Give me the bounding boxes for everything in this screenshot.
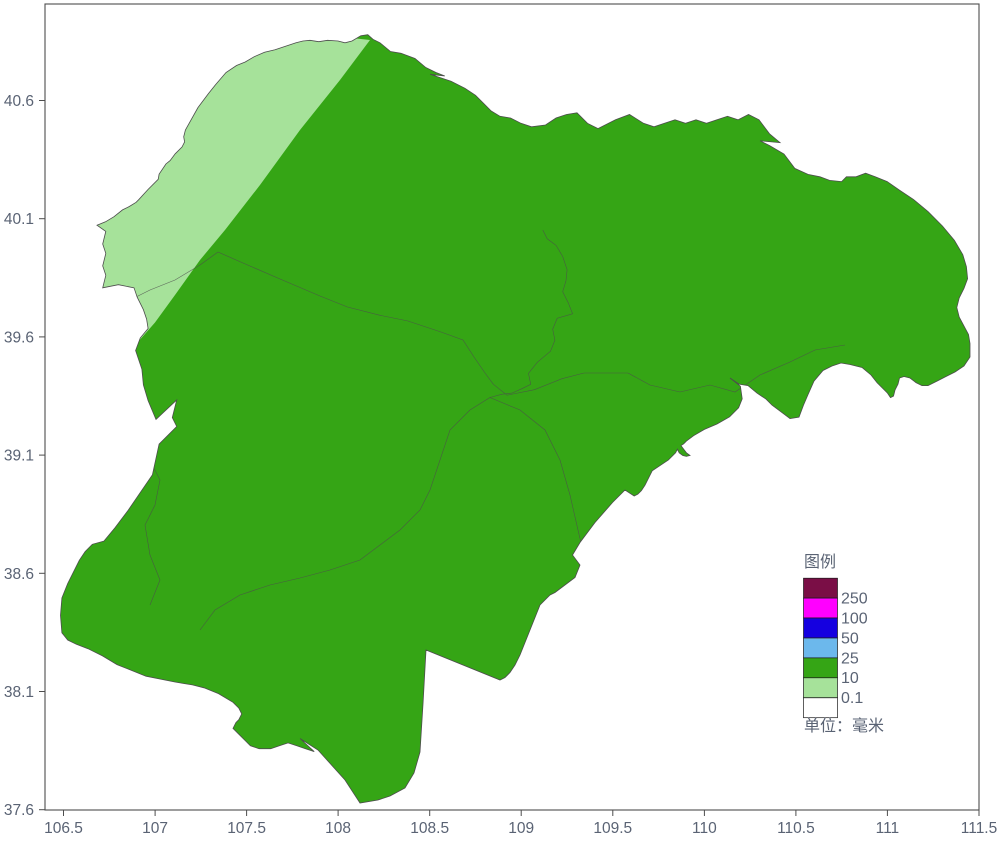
svg-text:111: 111 (876, 820, 900, 837)
svg-text:40.6: 40.6 (4, 93, 34, 110)
svg-text:40.1: 40.1 (4, 211, 34, 228)
svg-text:38.1: 38.1 (4, 684, 34, 701)
svg-text:111.5: 111.5 (961, 820, 998, 837)
svg-text:108: 108 (325, 820, 351, 837)
svg-text:107: 107 (142, 820, 168, 837)
svg-text:单位：毫米: 单位：毫米 (804, 716, 884, 735)
svg-text:106.5: 106.5 (44, 820, 83, 837)
svg-text:110.5: 110.5 (777, 820, 815, 837)
svg-text:100: 100 (841, 610, 868, 627)
svg-text:图例: 图例 (804, 553, 836, 571)
svg-text:110: 110 (692, 820, 717, 837)
svg-text:10: 10 (841, 670, 859, 687)
svg-text:39.6: 39.6 (4, 329, 34, 346)
svg-text:25: 25 (841, 650, 859, 667)
svg-text:108.5: 108.5 (410, 820, 449, 837)
svg-text:37.6: 37.6 (4, 802, 34, 819)
svg-text:107.5: 107.5 (227, 820, 266, 837)
svg-text:250: 250 (841, 591, 868, 608)
svg-text:109.5: 109.5 (593, 820, 632, 837)
svg-text:109: 109 (508, 820, 534, 837)
svg-text:39.1: 39.1 (4, 448, 34, 465)
svg-text:50: 50 (841, 630, 859, 647)
svg-text:38.6: 38.6 (4, 566, 34, 583)
svg-text:0.1: 0.1 (841, 690, 863, 707)
